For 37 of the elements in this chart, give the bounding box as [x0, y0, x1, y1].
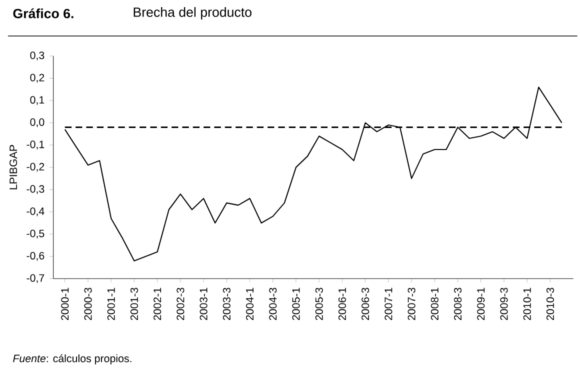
chart-subtitle: Brecha del producto	[134, 7, 252, 20]
y-axis-title: LPIBGAP	[10, 145, 18, 190]
x-tick-label: 2008-3	[454, 288, 462, 320]
x-tick-label: 2007-1	[384, 288, 392, 320]
chart-title: Gráfico 6.	[13, 8, 74, 18]
y-tick-label: 0,3	[30, 52, 44, 60]
x-tick-label: 2002-1	[154, 288, 162, 320]
x-tick-label: 2005-1	[292, 288, 300, 320]
x-tick-label: 2006-1	[338, 288, 346, 320]
x-tick-label: 2009-3	[500, 288, 508, 320]
x-tick-label: 2001-3	[130, 288, 138, 320]
x-tick-label: 2003-1	[200, 288, 208, 320]
x-tick-label: 2002-3	[176, 288, 184, 320]
text: Fuente: cálculos propios.	[13, 354, 132, 364]
x-tick-label: 2007-3	[408, 288, 416, 320]
x-tick-label: 2001-1	[107, 288, 115, 320]
y-tick-label: -0,2	[26, 162, 44, 172]
y-tick-label: -0,6	[26, 252, 44, 261]
x-tick-label: 2008-1	[430, 288, 438, 320]
x-tick-label: 2004-3	[269, 288, 277, 320]
x-tick-label: 2009-1	[477, 288, 485, 320]
y-tick-label: -0,4	[26, 207, 44, 216]
x-tick-label: 2003-3	[222, 288, 230, 320]
x-tick-label: 2000-1	[61, 288, 69, 320]
y-tick-label: 0,0	[30, 118, 44, 128]
x-tick-label: 2005-3	[315, 288, 323, 320]
x-tick-label: 2010-1	[523, 288, 531, 320]
y-tick-label: -0,5	[26, 230, 44, 239]
x-tick-label: 2004-1	[246, 288, 254, 320]
y-tick-label: 0,1	[30, 96, 44, 105]
x-tick-label: 2006-3	[362, 288, 370, 320]
x-tick-label: 2010-3	[546, 288, 554, 320]
y-tick-label: -0,1	[26, 140, 44, 150]
x-tick-label: 2000-3	[84, 288, 92, 320]
y-tick-label: -0,7	[26, 274, 44, 284]
y-tick-label: -0,3	[26, 185, 44, 194]
y-tick-label: 0,2	[30, 74, 44, 83]
